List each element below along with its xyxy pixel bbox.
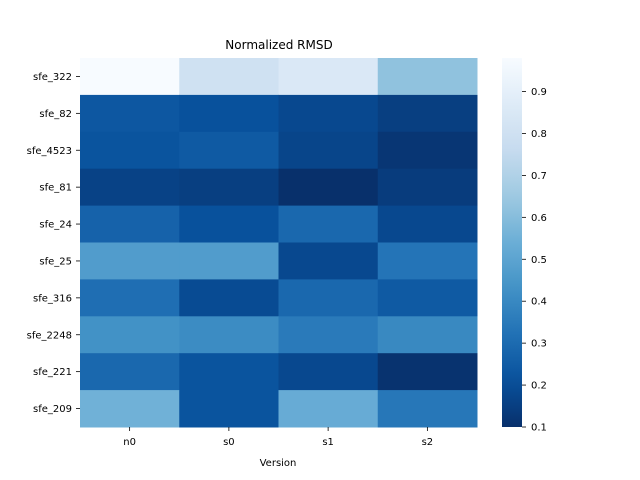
y-tick-label: sfe_322	[33, 72, 72, 83]
heatmap-cell	[278, 353, 379, 391]
heatmap-cell	[80, 390, 180, 428]
heatmap-cell	[179, 94, 279, 133]
heatmap-cell	[179, 353, 279, 391]
heatmap-cell	[377, 94, 478, 133]
colorbar-axis: 0.1 0.2 0.3 0.4 0.5 0.6 0.7 0.8 0.9	[522, 87, 547, 434]
heatmap-cell	[179, 168, 279, 207]
colorbar-tick-label: 0.1	[531, 423, 547, 434]
heatmap-cell	[377, 353, 478, 391]
heatmap-cell	[377, 242, 478, 280]
y-tick-label: sfe_221	[33, 367, 72, 378]
heatmap-cell	[179, 316, 279, 354]
heatmap-cell	[377, 131, 478, 170]
y-tick-label: sfe_4523	[27, 146, 72, 157]
y-tick-label: sfe_209	[33, 404, 72, 415]
colorbar-tick-label: 0.4	[531, 297, 547, 308]
heatmap-cell	[179, 58, 279, 96]
heatmap-cell	[278, 390, 379, 428]
colorbar	[502, 58, 522, 427]
heatmap-cell	[377, 316, 478, 354]
heatmap-cell	[278, 58, 379, 96]
heatmap-cell	[278, 205, 379, 243]
x-tick-label: s1	[322, 437, 334, 448]
y-tick-label: sfe_25	[39, 256, 72, 267]
y-tick-label: sfe_82	[39, 109, 72, 120]
heatmap-cell	[278, 94, 379, 133]
y-tick-label: sfe_24	[39, 220, 72, 231]
heatmap-cell	[80, 131, 180, 170]
y-tick-label: sfe_81	[39, 183, 72, 194]
heatmap-cell	[80, 242, 180, 280]
x-tick-label: s0	[223, 437, 235, 448]
heatmap-cell	[80, 205, 180, 243]
x-axis-label: Version	[260, 458, 297, 469]
heatmap-cell	[377, 390, 478, 428]
colorbar-tick-label: 0.2	[531, 381, 547, 392]
heatmap-cell	[377, 205, 478, 243]
heatmap-cell	[80, 94, 180, 133]
heatmap-cell	[179, 131, 279, 170]
heatmap-cell	[377, 279, 478, 317]
heatmap-cell	[278, 279, 379, 317]
heatmap-cell	[278, 131, 379, 170]
colorbar-tick-label: 0.7	[531, 171, 547, 182]
heatmap-cell	[179, 279, 279, 317]
heatmap-cell	[278, 316, 379, 354]
x-tick-label: s2	[422, 437, 434, 448]
colorbar-tick-label: 0.6	[531, 213, 547, 224]
heatmap-cell	[179, 390, 279, 428]
colorbar-tick-label: 0.9	[531, 87, 547, 98]
colorbar-tick-label: 0.3	[531, 339, 547, 350]
x-axis: n0 s0 s1 s2	[123, 427, 433, 448]
heatmap-cell	[80, 168, 180, 207]
colorbar-tick-label: 0.5	[531, 255, 547, 266]
heatmap-cell	[377, 168, 478, 207]
y-tick-label: sfe_316	[33, 293, 72, 304]
heatmap-cell	[377, 58, 478, 96]
y-tick-label: sfe_2248	[27, 330, 72, 341]
heatmap-cell	[278, 242, 379, 280]
heatmap-cells	[80, 58, 478, 428]
heatmap-cell	[80, 316, 180, 354]
heatmap-cell	[179, 205, 279, 243]
heatmap-cell	[179, 242, 279, 280]
heatmap-cell	[80, 353, 180, 391]
colorbar-tick-label: 0.8	[531, 129, 547, 140]
y-axis: sfe_322 sfe_82 sfe_4523 sfe_81 sfe_24 sfe_25s…	[27, 72, 80, 415]
heatmap-cell	[278, 168, 379, 207]
heatmap-cell	[80, 58, 180, 96]
heatmap-cell	[80, 279, 180, 317]
chart-title: Normalized RMSD	[225, 38, 332, 52]
x-tick-label: n0	[123, 437, 136, 448]
